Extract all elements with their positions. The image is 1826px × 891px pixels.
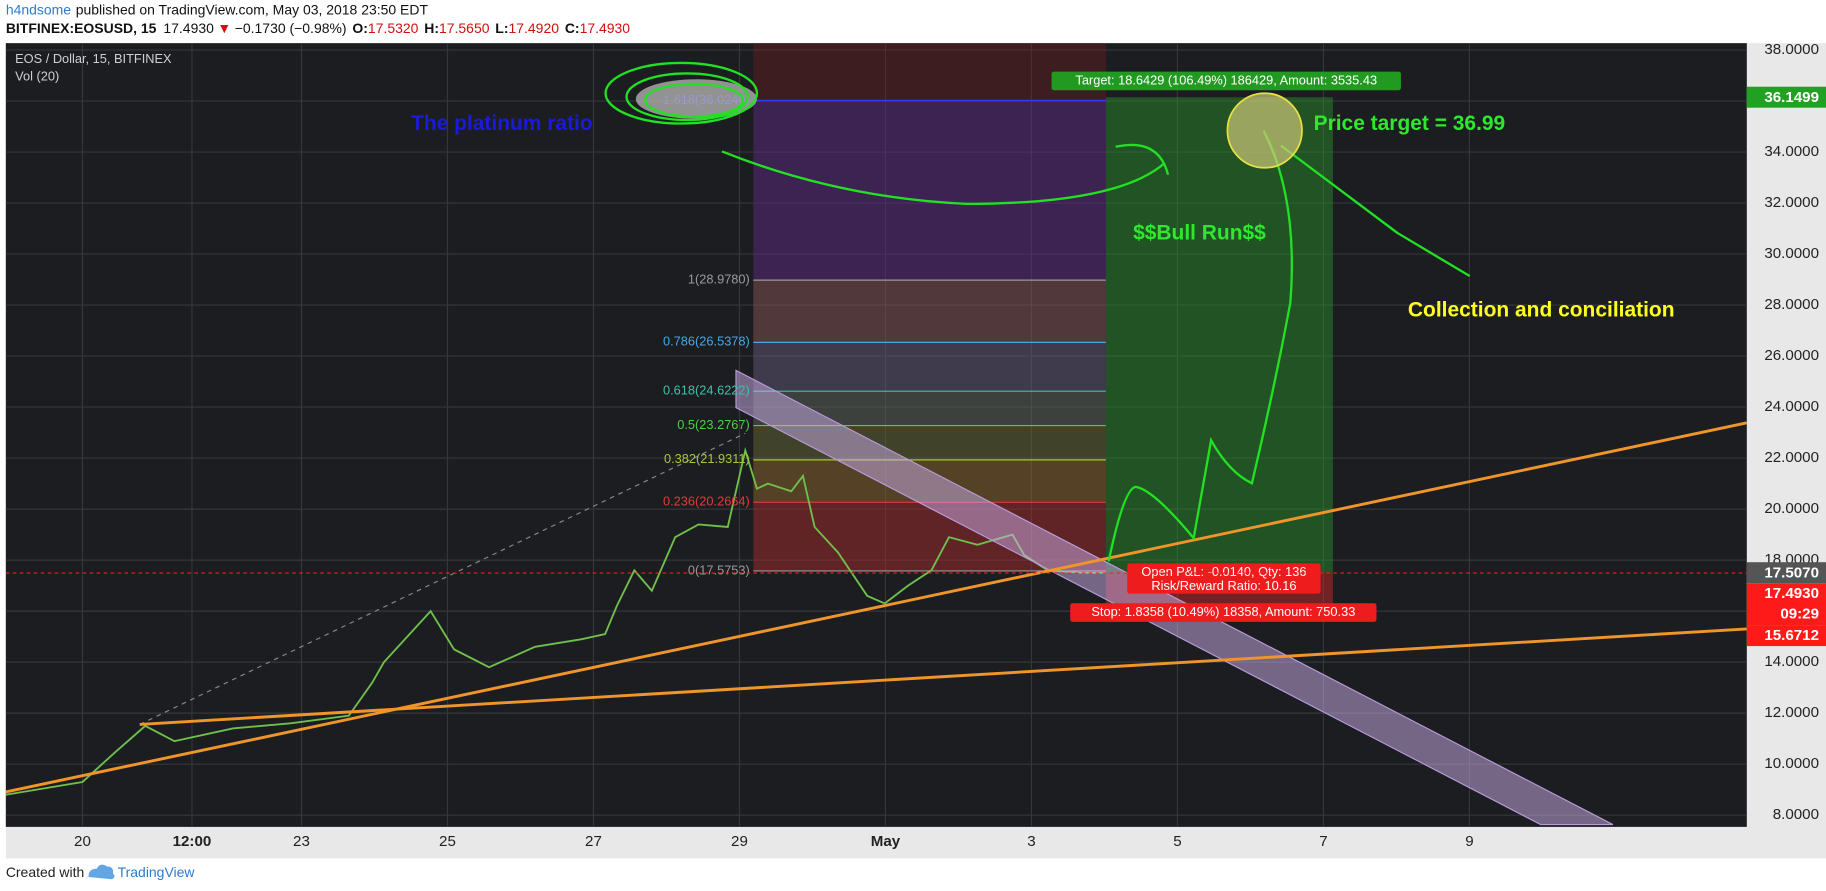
dashed-trend [139, 432, 746, 725]
fib-label: 0.382(21.9311) [664, 451, 750, 466]
fib-band [753, 100, 1106, 281]
position-label: Target: 18.6429 (106.49%) 186429, Amount… [1075, 72, 1377, 87]
price-label-box [1746, 583, 1826, 626]
x-tick-label: 25 [439, 833, 456, 850]
trend-line [139, 627, 1747, 726]
y-tick-label: 32.0000 [1764, 194, 1819, 211]
x-tick-label: 9 [1465, 833, 1473, 850]
arrow: ▼ [217, 20, 231, 36]
ohlc-key: L: [495, 20, 508, 36]
position-label-box [1070, 603, 1377, 622]
chart-title: EOS / Dollar, 15, BITFINEX [15, 51, 172, 66]
ohlc-value: 17.5650 [439, 20, 490, 36]
y-tick-label: 22.0000 [1764, 449, 1819, 466]
x-tick-label: 27 [585, 833, 602, 850]
ohlc-value: 17.4930 [580, 20, 631, 36]
position-label: Stop: 1.8358 (10.49%) 18358, Amount: 750… [1091, 604, 1355, 619]
scribble [604, 61, 1471, 562]
countdown: 09:29 [1780, 606, 1819, 623]
x-tick-label: 7 [1319, 833, 1327, 850]
price-label-box [1746, 86, 1826, 108]
ohlc-value: 17.5320 [368, 20, 419, 36]
price-label: 17.5070 [1764, 564, 1819, 581]
price-label: 36.1499 [1764, 89, 1819, 106]
y-tick-label: 12.0000 [1764, 704, 1819, 721]
y-tick-label: 26.0000 [1764, 347, 1819, 364]
price-label: 15.6712 [1764, 627, 1819, 644]
x-tick-label: May [871, 833, 901, 850]
author[interactable]: h4ndsome [6, 1, 71, 17]
fib-label: 0.236(20.2664) [663, 494, 750, 509]
fib-label: 0.618(24.6222) [663, 383, 750, 398]
footer-text: Created with [6, 864, 84, 880]
footer-brand[interactable]: TradingView [118, 864, 196, 880]
position-label: Risk/Reward Ratio: 10.16 [1151, 578, 1296, 593]
x-tick-label: 29 [731, 833, 748, 850]
x-tick-label: 23 [293, 833, 310, 850]
change: −0.1730 (−0.98%) [235, 20, 347, 36]
price-label: 17.4930 [1764, 585, 1819, 602]
fib-label: 0.5(23.2767) [677, 417, 750, 432]
ohlc-value: 17.4920 [508, 20, 559, 36]
fib-band [753, 342, 1106, 392]
ohlc-key: O: [352, 20, 368, 36]
fib-label: 0.786(26.5378) [663, 334, 750, 349]
price-label-box [1746, 562, 1826, 584]
annotation: Price target = 36.99 [1314, 112, 1506, 135]
price-line [5, 446, 1106, 796]
y-tick-label: 24.0000 [1764, 398, 1819, 415]
x-tick-label: 5 [1173, 833, 1181, 850]
x-tick-label: 12:00 [173, 833, 212, 850]
y-tick-label: 38.0000 [1764, 41, 1819, 58]
last: 17.4930 [163, 20, 214, 36]
y-tick-label: 10.0000 [1764, 755, 1819, 772]
annotation: The platinum ratio [411, 112, 593, 135]
annotation: Collection and conciliation [1408, 299, 1675, 322]
header-line: h4ndsome published on TradingView.com, Ma… [6, 1, 429, 17]
indicator: Vol (20) [15, 68, 59, 83]
y-tick-label: 30.0000 [1764, 245, 1819, 262]
symbol: BITFINEX:EOSUSD, 15 [6, 20, 157, 36]
ohlc-key: C: [565, 20, 580, 36]
plot-area [5, 43, 1747, 827]
annotation: $$Bull Run$$ [1133, 222, 1266, 245]
published: published on TradingView.com, May 03, 20… [76, 1, 429, 17]
channel [735, 369, 1614, 826]
fib-label: 0(17.5753) [688, 562, 750, 577]
x-tick-label: 20 [74, 833, 91, 850]
target-zone [1105, 97, 1333, 573]
position-label-box [1127, 563, 1321, 594]
fib-label: 1(28.9780) [688, 272, 750, 287]
position-label: Open P&L: -0.0140, Qty: 136 [1141, 564, 1306, 579]
x-tick-label: 3 [1027, 833, 1035, 850]
target-circle [1226, 92, 1303, 169]
y-tick-label: 20.0000 [1764, 500, 1819, 517]
fib-band [753, 280, 1106, 343]
trend-line [5, 421, 1748, 794]
position-label-box [1051, 71, 1401, 91]
price-label-box [1746, 625, 1826, 647]
y-tick-label: 34.0000 [1764, 143, 1819, 160]
logo[interactable] [88, 864, 115, 880]
y-tick-label: 28.0000 [1764, 296, 1819, 313]
symbol-line: BITFINEX:EOSUSD, 15 17.4930 ▼ −0.1730 (−0.9… [6, 20, 630, 36]
ohlc-key: H: [424, 20, 439, 36]
y-tick-label: 14.0000 [1764, 653, 1819, 670]
y-tick-label: 8.0000 [1773, 806, 1819, 823]
